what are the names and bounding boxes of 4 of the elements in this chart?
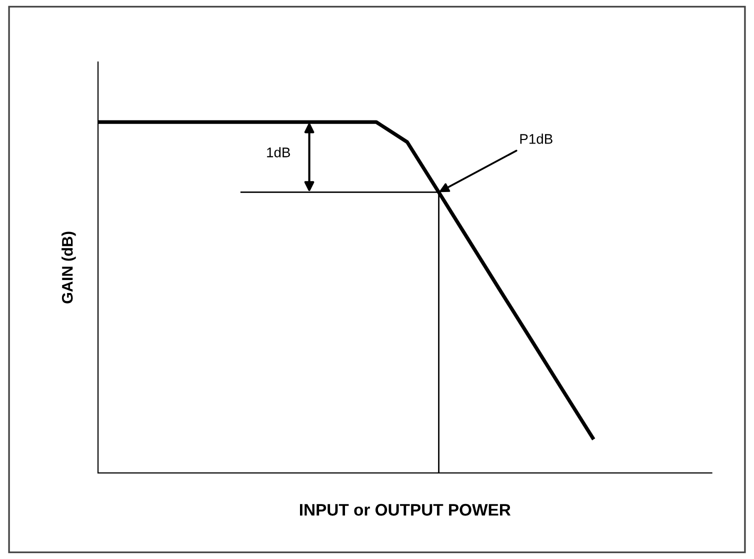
x-axis-title: INPUT or OUTPUT POWER [300,504,511,516]
y-axis-title: GAIN (dB) [62,232,76,304]
annotation: 1dB [267,147,290,158]
annotation: P1dB [520,134,552,144]
